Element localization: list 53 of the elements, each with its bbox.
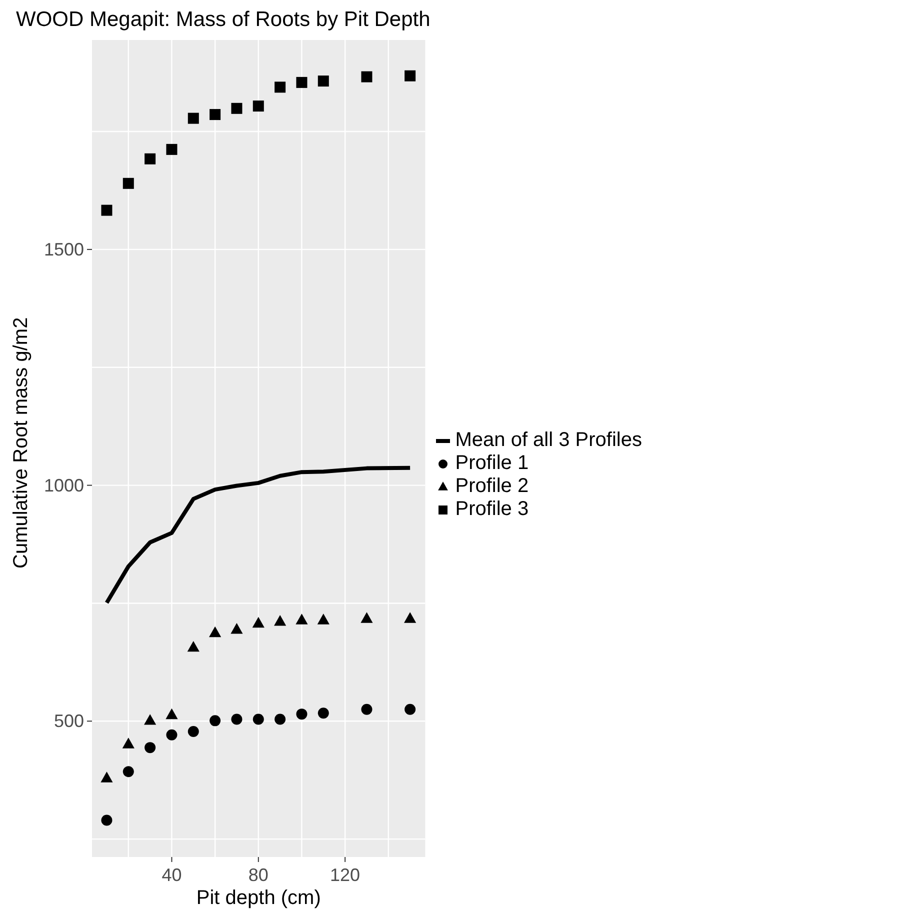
x-axis-title: Pit depth (cm) bbox=[196, 887, 321, 909]
point bbox=[274, 82, 286, 93]
point bbox=[166, 729, 178, 740]
point bbox=[252, 100, 264, 112]
point bbox=[166, 144, 178, 155]
x-tick-label: 120 bbox=[330, 865, 360, 885]
y-axis-title: Cumulative Root mass g/m2 bbox=[10, 317, 32, 568]
point bbox=[166, 708, 178, 720]
point bbox=[361, 71, 372, 82]
point bbox=[252, 714, 264, 725]
point bbox=[230, 623, 243, 634]
point bbox=[144, 742, 156, 754]
point bbox=[144, 714, 156, 725]
point bbox=[404, 612, 416, 623]
point bbox=[209, 626, 222, 638]
point bbox=[122, 178, 134, 189]
legend-label: Profile 3 bbox=[455, 498, 529, 521]
point bbox=[318, 708, 329, 719]
point bbox=[188, 112, 199, 124]
x-tick-label: 80 bbox=[248, 865, 268, 885]
point bbox=[360, 612, 373, 623]
point bbox=[404, 70, 416, 82]
point bbox=[187, 640, 200, 652]
x-tick-label: 40 bbox=[162, 865, 182, 885]
legend-label: Profile 2 bbox=[455, 475, 529, 498]
point bbox=[296, 708, 308, 720]
y-tick-label: 1500 bbox=[44, 239, 84, 260]
legend-label: Mean of all 3 Profiles bbox=[455, 429, 642, 452]
point bbox=[101, 814, 112, 826]
legend-label: Profile 1 bbox=[455, 452, 529, 475]
y-tick-label: 1000 bbox=[44, 475, 84, 496]
y-tick-label: 500 bbox=[54, 711, 84, 732]
point bbox=[404, 704, 416, 715]
point bbox=[231, 714, 242, 725]
point bbox=[274, 615, 286, 626]
chart-title: WOOD Megapit: Mass of Roots by Pit Depth bbox=[15, 8, 432, 33]
point bbox=[144, 153, 156, 164]
line-series bbox=[104, 466, 412, 605]
point bbox=[296, 76, 308, 88]
point bbox=[188, 726, 199, 738]
point bbox=[231, 102, 242, 114]
point bbox=[317, 614, 330, 624]
point bbox=[361, 704, 372, 715]
point bbox=[210, 109, 221, 120]
point bbox=[274, 714, 286, 725]
point bbox=[318, 76, 329, 87]
point bbox=[252, 616, 264, 628]
point bbox=[100, 772, 113, 782]
point bbox=[122, 738, 134, 748]
point bbox=[210, 715, 221, 726]
point bbox=[296, 614, 308, 624]
point bbox=[101, 204, 112, 216]
point bbox=[122, 766, 134, 778]
